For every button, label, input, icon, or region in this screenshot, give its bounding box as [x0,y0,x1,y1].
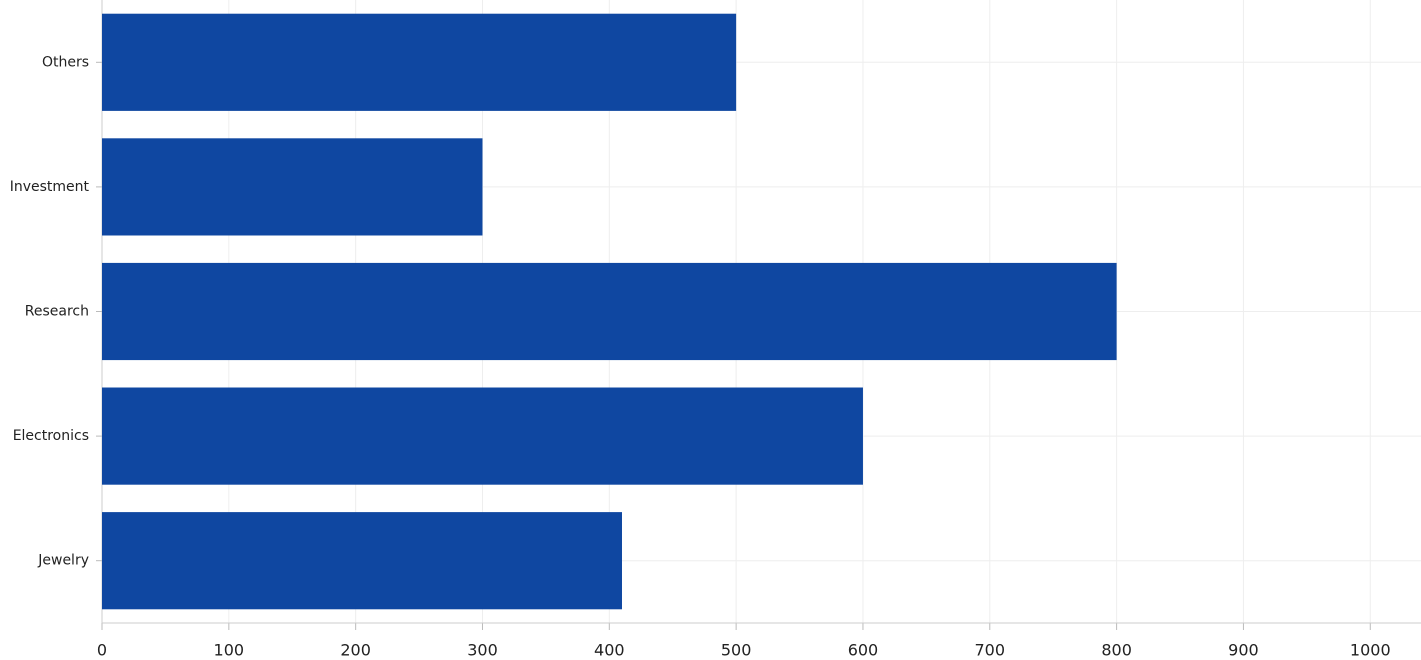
x-tick-label: 100 [214,641,245,660]
y-tick-label: Electronics [13,428,89,444]
y-tick-label: Others [42,54,89,70]
x-tick-label: 700 [975,641,1006,660]
x-tick-label: 600 [848,641,879,660]
bar [102,13,737,111]
x-tick-label: 300 [467,641,498,660]
bar [102,138,483,236]
x-tick-label: 0 [97,641,107,660]
x-tick-label: 1000 [1350,641,1391,660]
y-tick-label: Investment [10,179,90,195]
x-tick-label: 400 [594,641,625,660]
bar [102,387,863,485]
x-tick-label: 900 [1228,641,1259,660]
x-tick-label: 500 [721,641,752,660]
bar [102,262,1117,361]
y-tick-label: Research [25,304,89,320]
y-tick-label: Jewelry [37,553,89,569]
x-tick-label: 200 [340,641,371,660]
x-tick-label: 800 [1101,641,1132,660]
bar [102,512,622,610]
